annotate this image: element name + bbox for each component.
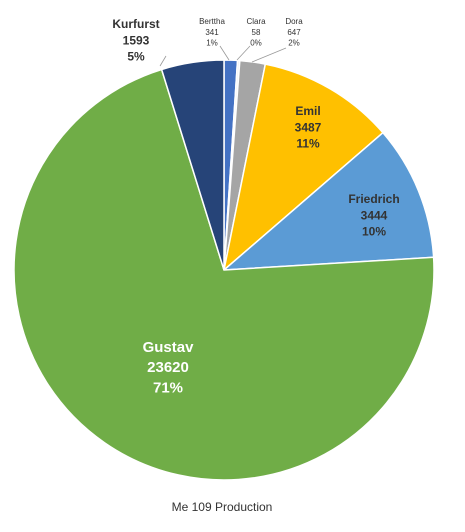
percent-label: 0%	[250, 39, 262, 48]
value-label: 647	[287, 28, 301, 37]
leader-line	[159, 55, 167, 67]
slice-label: Emil	[295, 104, 320, 118]
slice-label: Dora	[285, 17, 303, 26]
slice-label: Friedrich	[348, 192, 399, 206]
percent-label: 11%	[296, 137, 320, 151]
leader-line	[219, 45, 230, 61]
value-label: 1593	[123, 33, 150, 47]
value-label: 341	[205, 28, 219, 37]
slice-label: Berttha	[199, 17, 225, 26]
pie-slice	[160, 59, 225, 271]
value-label: 23620	[147, 359, 189, 376]
value-label: 58	[252, 28, 261, 37]
value-label: 3444	[361, 208, 388, 222]
chart-title: Me 109 Production	[172, 500, 273, 514]
value-label: 3487	[295, 120, 322, 134]
leader-line	[251, 47, 287, 63]
slice-label: Gustav	[143, 339, 195, 356]
pie-slice	[221, 131, 435, 271]
percent-label: 2%	[288, 39, 300, 48]
slice-label: Kurfurst	[112, 17, 159, 31]
percent-label: 1%	[206, 39, 218, 48]
pie-slice	[222, 63, 384, 272]
percent-label: 71%	[153, 379, 183, 396]
slice-label: Clara	[246, 17, 266, 26]
percent-label: 5%	[127, 50, 145, 64]
leader-line	[236, 45, 251, 61]
percent-label: 10%	[362, 225, 386, 239]
pie-slice	[13, 68, 435, 481]
